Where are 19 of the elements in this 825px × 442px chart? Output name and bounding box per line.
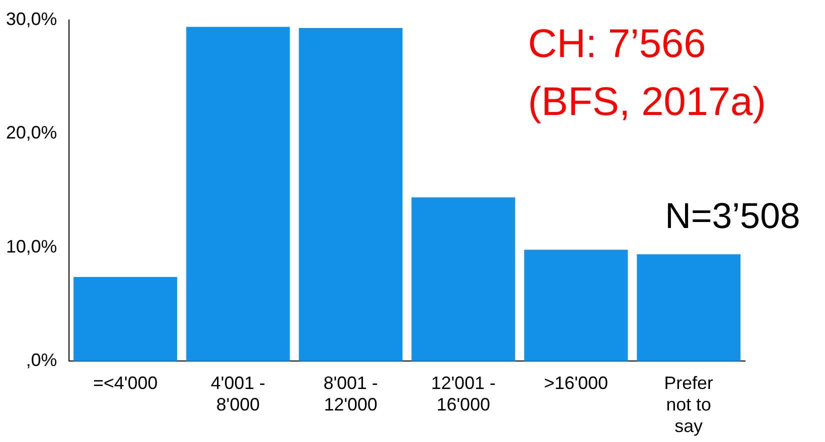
bar bbox=[412, 197, 516, 362]
annotation: CH: 7’566 bbox=[528, 22, 706, 66]
x-tick-label: 4'001 - 8'000 bbox=[210, 372, 266, 415]
bar bbox=[74, 277, 178, 362]
y-tick-label: 30,0% bbox=[6, 8, 58, 29]
x-tick-label: 8'001 - 12'000 bbox=[323, 372, 378, 415]
x-tick-label: >16'000 bbox=[544, 372, 608, 393]
bar bbox=[298, 28, 403, 362]
bar bbox=[636, 254, 740, 362]
x-tick-label: 12'001 - 16'000 bbox=[431, 372, 496, 415]
y-tick-label: ,0% bbox=[26, 350, 58, 370]
x-tick-label: Prefer not to say bbox=[664, 372, 714, 436]
x-tick-label: =<4'000 bbox=[93, 372, 158, 393]
y-tick-label: 10,0% bbox=[6, 236, 58, 256]
bar bbox=[186, 26, 290, 362]
annotation: N=3’508 bbox=[665, 195, 800, 236]
annotation: (BFS, 2017a) bbox=[528, 80, 766, 124]
y-tick-label: 20,0% bbox=[6, 122, 58, 143]
bar bbox=[524, 250, 628, 362]
